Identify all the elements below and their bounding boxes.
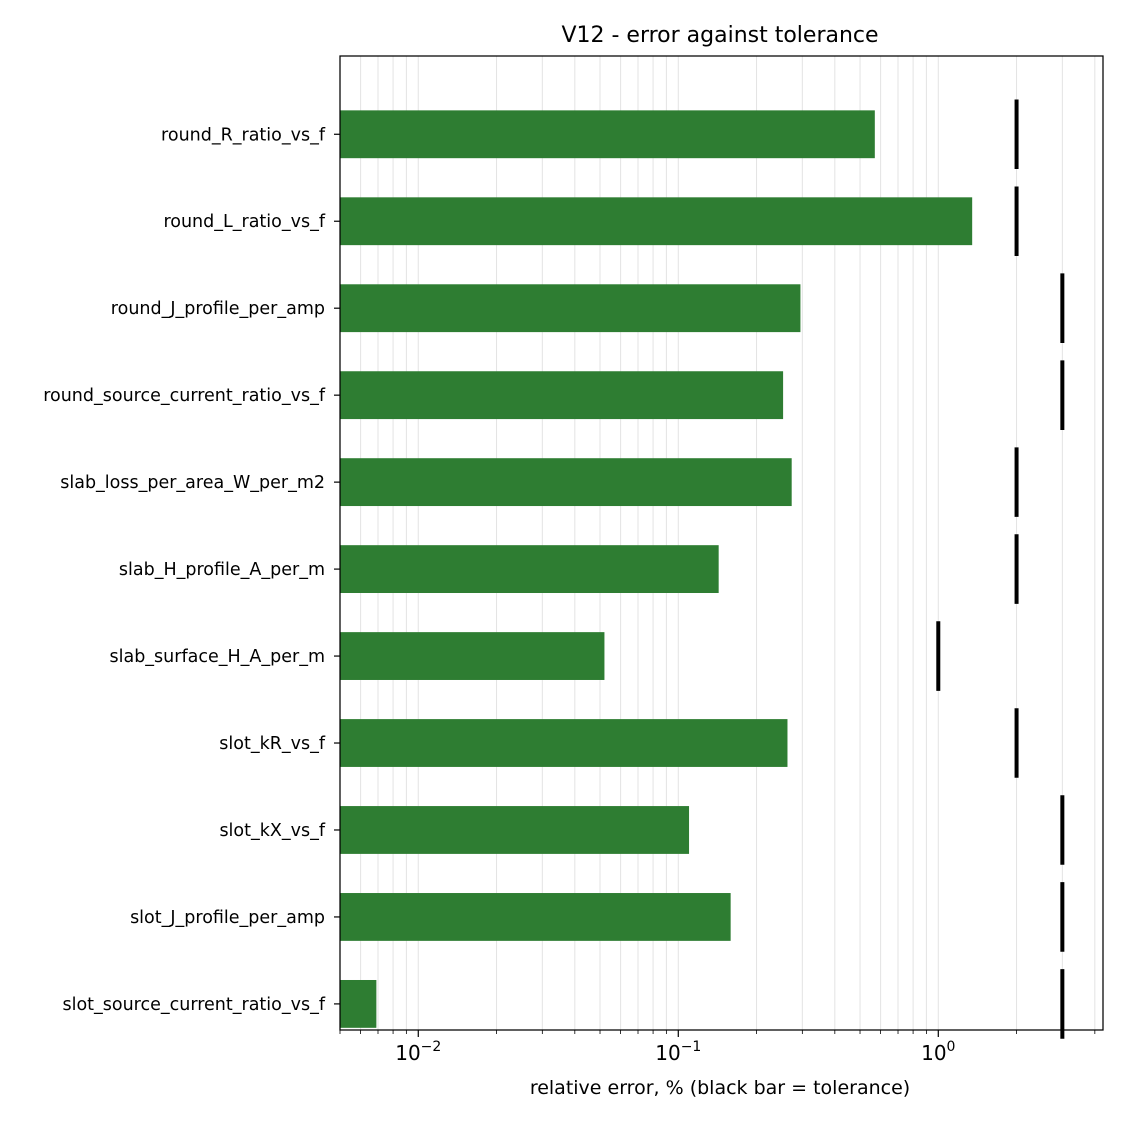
plot-frame: [339, 55, 1104, 1031]
x-tick-label: 100: [921, 1039, 955, 1065]
error-bar: [340, 632, 605, 680]
tolerance-markers: [936, 99, 1065, 1039]
error-bar: [340, 719, 788, 767]
error-bar: [340, 458, 792, 507]
x-tick-exponent: −1: [681, 1039, 702, 1055]
category-label: slot_kX_vs_f: [219, 821, 325, 841]
error-bar: [340, 110, 875, 159]
error-bar: [340, 284, 801, 333]
x-tick-label: 10−2: [395, 1039, 441, 1065]
error-bar: [340, 893, 731, 941]
error-bar: [340, 979, 377, 1028]
x-tick-base: 10: [921, 1041, 946, 1065]
category-label: slot_source_current_ratio_vs_f: [62, 995, 325, 1015]
category-label: slab_surface_H_A_per_m: [110, 647, 326, 667]
error-bar: [340, 197, 973, 246]
x-axis-label: relative error, % (black bar = tolerance…: [530, 1077, 910, 1099]
category-label: slot_kR_vs_f: [219, 734, 326, 754]
x-tick-exponent: −2: [421, 1039, 442, 1055]
y-axis-ticks: round_R_ratio_vs_f round_L_ratio_vs_froun…: [43, 125, 340, 1015]
error-bar: [340, 371, 784, 420]
x-tick-base: 10: [655, 1041, 680, 1065]
category-label: slab_loss_per_area_W_per_m2: [60, 473, 325, 493]
category-label: round_J_profile_per_amp: [111, 299, 325, 319]
category-label: round_R_ratio_vs_f: [161, 125, 326, 145]
category-label: slab_H_profile_A_per_m: [119, 560, 325, 580]
category-label: round_source_current_ratio_vs_f: [43, 386, 326, 406]
chart-title: V12 - error against tolerance: [561, 23, 878, 48]
category-label: round_L_ratio_vs_f: [163, 212, 325, 232]
category-label: slot_J_profile_per_amp: [130, 908, 325, 928]
x-tick-exponent: 0: [947, 1039, 956, 1055]
error-bar: [340, 545, 719, 594]
x-tick-label: 10−1: [655, 1039, 701, 1065]
bars: [340, 110, 973, 1028]
error-bar: [340, 806, 690, 854]
x-tick-base: 10: [395, 1041, 420, 1065]
x-axis-ticks: 10−2 10−1 100: [339, 1030, 1096, 1065]
